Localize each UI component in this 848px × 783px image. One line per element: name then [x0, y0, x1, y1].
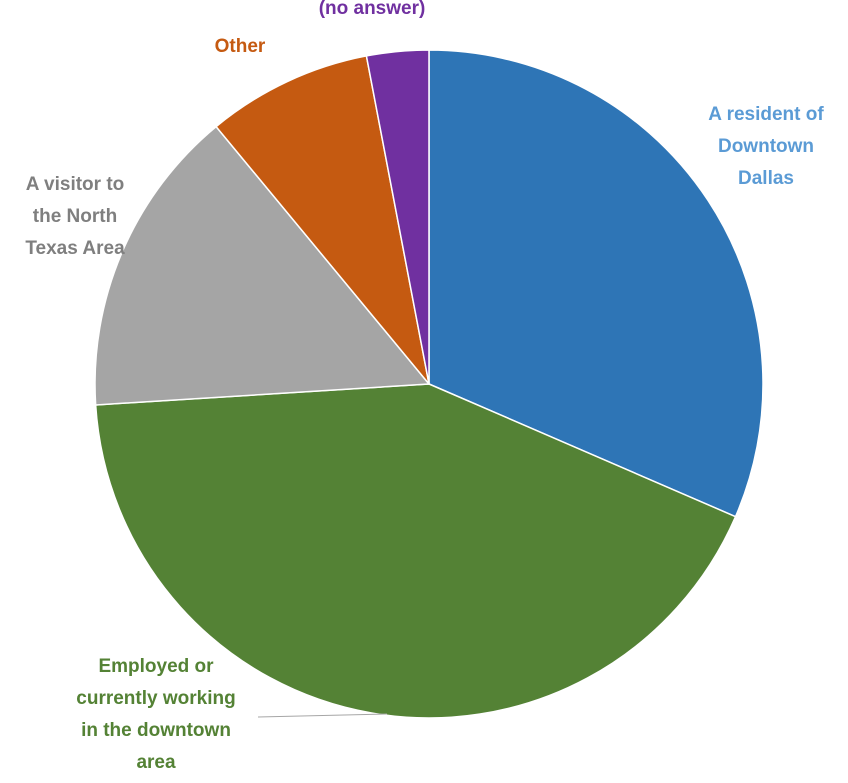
employed-label-leader-line	[257, 713, 388, 718]
pie-slice-2	[94, 125, 431, 406]
pie-label-line: Texas Area	[25, 238, 125, 259]
pie-label-line: (no answer)	[319, 0, 426, 19]
pie-label-2: A visitor to the North Texas Area	[25, 174, 125, 259]
pie-label-line: the North	[33, 206, 117, 227]
pie-label-0: A resident of Downtown Dallas	[708, 104, 824, 189]
pie-label-line: Employed or	[98, 656, 214, 677]
pie-label-line: A visitor to	[26, 174, 125, 195]
pie-label-line: Other	[215, 36, 266, 57]
pie-slice-0	[428, 49, 764, 518]
pie-label-line: area	[136, 752, 176, 773]
pie-label-line: in the downtown	[81, 720, 231, 741]
pie-slices	[94, 49, 764, 719]
pie-label-1: Employed or currently working in the downt…	[76, 656, 235, 773]
pie-label-line: currently working	[76, 688, 235, 709]
pie-label-line: Dallas	[738, 168, 794, 189]
pie-label-line: A resident of	[708, 104, 824, 125]
pie-slice-4	[365, 49, 430, 385]
pie-label-3: Other	[215, 36, 266, 57]
pie-slice-1	[94, 383, 737, 719]
pie-label-line: Downtown	[718, 136, 814, 157]
pie-labels: A resident of Downtown Dallas Employed or cu…	[25, 0, 824, 773]
pie-slice-3	[215, 55, 430, 385]
pie-label-4: (no answer)	[319, 0, 426, 19]
